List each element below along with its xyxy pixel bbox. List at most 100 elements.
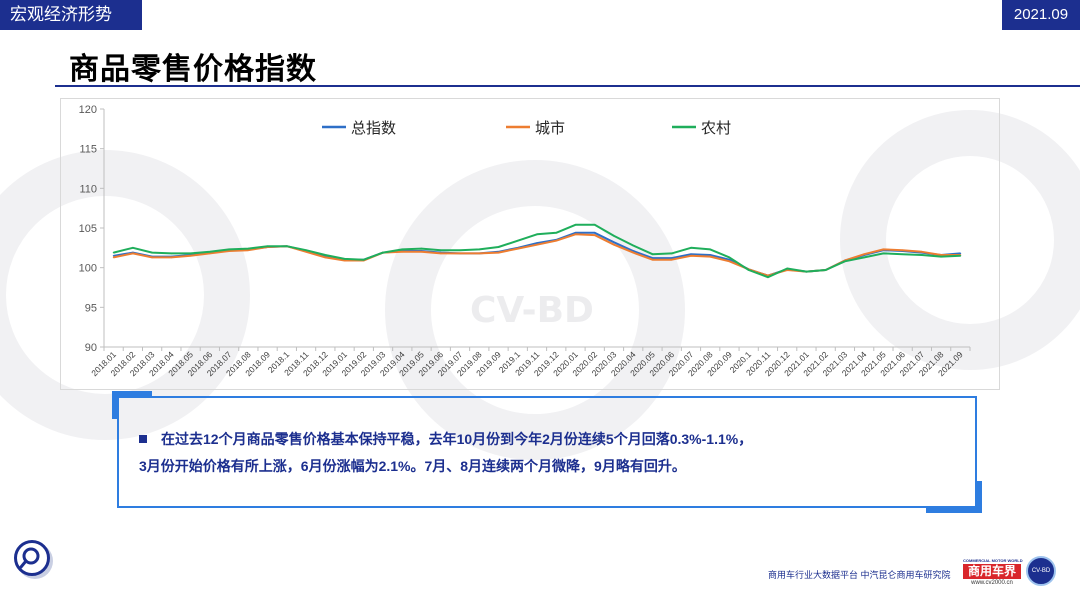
- data-point: [940, 254, 942, 256]
- data-point: [151, 251, 153, 254]
- title-divider: [55, 85, 1080, 87]
- cvbd-badge-logo: CV-BD: [1026, 556, 1056, 586]
- data-point: [882, 248, 885, 251]
- data-point: [363, 258, 365, 261]
- page-title: 商品零售价格指数: [69, 52, 317, 87]
- magnifier-icon: [14, 540, 50, 576]
- data-point: [593, 224, 596, 226]
- series-line-1: [113, 231, 961, 277]
- y-tick-label: 105: [79, 223, 97, 235]
- data-point: [343, 259, 346, 262]
- data-point: [593, 234, 596, 236]
- line-chart: 90951001051101151202018.012018.022018.03…: [60, 98, 1000, 390]
- y-tick-label: 110: [79, 183, 97, 195]
- data-point: [324, 254, 327, 256]
- data-point: [670, 257, 673, 259]
- data-point: [132, 247, 134, 249]
- data-point: [670, 252, 673, 255]
- data-point: [844, 260, 846, 263]
- data-point: [343, 258, 346, 260]
- data-point: [709, 248, 711, 251]
- data-point: [170, 256, 173, 259]
- data-point: [151, 256, 153, 259]
- data-point: [536, 233, 538, 236]
- data-point: [497, 251, 500, 254]
- data-point: [959, 255, 962, 257]
- watermark-label: CV-BD: [470, 290, 594, 331]
- data-point: [189, 255, 192, 257]
- legend-label: 农村: [701, 119, 731, 137]
- data-point: [574, 233, 577, 236]
- data-point: [228, 248, 230, 251]
- data-point: [459, 252, 461, 255]
- series-line-2: [113, 233, 961, 277]
- callout-box: [117, 396, 977, 508]
- magnifier-glyph: [19, 547, 40, 569]
- data-point: [170, 252, 173, 255]
- footer-platform-text: 商用车行业大数据平台 中汽昆仑商用车研究院: [768, 570, 951, 580]
- data-point: [189, 252, 192, 255]
- data-point: [959, 252, 962, 255]
- data-point: [555, 232, 557, 234]
- data-point: [709, 255, 711, 258]
- data-point: [305, 251, 307, 253]
- callout-text-line-1: 在过去12个月商品零售价格基本保持平稳，去年10月份到今年2月份连续5个月回落0…: [139, 429, 752, 449]
- logo-top-text: COMMERCIAL MOTOR WORLD: [963, 558, 1023, 563]
- callout-corner-tl: [112, 391, 152, 396]
- y-tick-label: 100: [79, 263, 97, 275]
- data-point: [728, 258, 731, 261]
- brand-logo: COMMERCIAL MOTOR WORLD 商用车界 www.cv2000.c…: [963, 558, 1023, 590]
- legend-label: 城市: [535, 119, 565, 137]
- data-point: [940, 255, 942, 258]
- data-point: [921, 251, 923, 253]
- data-point: [247, 249, 250, 251]
- data-point: [613, 235, 615, 237]
- data-point: [266, 245, 269, 247]
- callout-text: 在过去12个月商品零售价格基本保持平稳，去年10月份到今年2月份连续5个月回落0…: [161, 431, 753, 447]
- data-point: [593, 232, 596, 234]
- data-point: [247, 247, 250, 250]
- data-point: [459, 249, 461, 251]
- legend-label: 总指数: [351, 119, 396, 137]
- data-point: [882, 252, 885, 255]
- data-point: [440, 252, 442, 255]
- data-point: [555, 239, 557, 242]
- y-tick-label: 120: [79, 104, 97, 116]
- data-point: [921, 254, 923, 256]
- data-point: [132, 252, 134, 255]
- data-point: [401, 248, 404, 251]
- logo-url-text: www.cv2000.cn: [971, 580, 1013, 586]
- data-point: [112, 251, 115, 254]
- data-point: [228, 250, 230, 252]
- y-tick-label: 115: [79, 144, 97, 156]
- data-point: [690, 255, 692, 257]
- data-point: [574, 224, 577, 226]
- data-point: [497, 246, 500, 248]
- callout-corner-tl: [112, 391, 117, 419]
- data-point: [824, 269, 827, 271]
- date-tag: 2021.09: [1002, 0, 1080, 30]
- data-point: [112, 255, 115, 257]
- data-point: [401, 251, 404, 253]
- data-point: [863, 253, 865, 255]
- data-point: [901, 253, 904, 255]
- plot-area-border: [60, 98, 1000, 390]
- y-tick-label: 95: [85, 302, 97, 314]
- data-point: [517, 239, 519, 242]
- data-point: [574, 232, 577, 234]
- logo-main-text: 商用车界: [963, 564, 1021, 579]
- section-tag: 宏观经济形势: [0, 0, 142, 30]
- callout-corner-br: [926, 508, 982, 513]
- data-point: [690, 253, 692, 255]
- data-point: [382, 251, 384, 254]
- data-point: [440, 249, 442, 251]
- data-point: [536, 243, 538, 246]
- data-point: [536, 242, 538, 244]
- data-point: [209, 252, 211, 255]
- data-point: [728, 260, 731, 263]
- data-point: [324, 256, 327, 259]
- data-point: [747, 269, 750, 271]
- data-point: [767, 276, 769, 278]
- data-point: [632, 244, 634, 247]
- data-point: [709, 254, 711, 256]
